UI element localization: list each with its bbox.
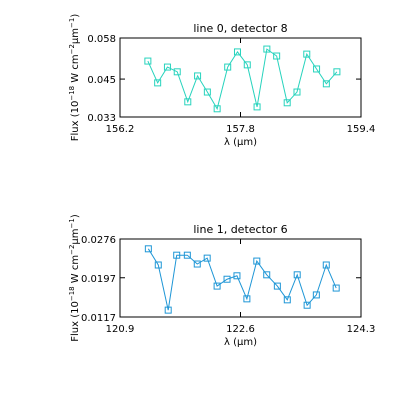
y-axis-label-part: −1	[68, 218, 76, 228]
y-tick-label: 0.033	[87, 113, 116, 124]
y-axis-label-part: Flux (10	[70, 301, 81, 342]
data-marker	[203, 254, 211, 262]
data-marker	[144, 57, 152, 65]
data-marker	[173, 251, 181, 259]
y-axis-label-part: )	[70, 14, 81, 18]
data-marker	[293, 88, 301, 96]
data-marker	[263, 271, 271, 279]
y-axis-label-part: W cm	[70, 54, 81, 85]
data-line	[147, 48, 338, 111]
data-marker	[213, 282, 221, 290]
y-axis-label: Flux (10−18 W cm−2μm−1)	[68, 14, 81, 142]
y-axis-label-part: −18	[68, 286, 76, 301]
data-marker	[312, 291, 320, 299]
y-axis-label-part: μm	[70, 28, 81, 44]
y-axis-label-part: W cm	[70, 255, 81, 286]
y-tick-label: 0.0117	[81, 313, 116, 324]
x-tick-label: 157.8	[226, 124, 255, 135]
data-marker	[193, 260, 201, 268]
data-marker	[154, 261, 162, 269]
data-marker	[213, 105, 221, 113]
data-marker	[194, 72, 202, 80]
y-tick-label: 0.0197	[81, 274, 116, 285]
data-marker	[243, 61, 251, 69]
y-axis-label: Flux (10−18 W cm−2μm−1)	[68, 214, 81, 342]
data-marker	[322, 80, 330, 88]
data-marker	[164, 306, 172, 314]
y-axis-label-part: −2	[68, 44, 76, 54]
data-marker	[263, 45, 271, 53]
data-marker	[273, 52, 281, 60]
y-axis-label-part: )	[70, 214, 81, 218]
y-axis-label-part: −2	[68, 245, 76, 255]
x-tick-label: 156.2	[106, 124, 135, 135]
y-tick-label: 0.058	[87, 34, 116, 45]
chart-title: line 0, detector 8	[193, 22, 287, 35]
data-marker	[243, 295, 251, 303]
x-axis-label: λ (μm)	[224, 337, 257, 348]
data-line	[147, 248, 337, 311]
data-marker	[332, 284, 340, 292]
data-marker	[283, 99, 291, 107]
y-tick-label: 0.045	[87, 75, 116, 86]
data-marker	[293, 271, 301, 279]
data-marker	[313, 65, 321, 73]
chart-title: line 1, detector 6	[193, 223, 287, 236]
data-marker	[233, 272, 241, 280]
plot-frame	[119, 238, 362, 318]
data-marker	[163, 63, 171, 71]
data-marker	[203, 88, 211, 96]
x-tick-label: 122.6	[226, 324, 255, 335]
data-marker	[303, 50, 311, 58]
y-tick-label: 0.0276	[81, 235, 116, 246]
data-marker	[303, 301, 311, 309]
data-marker	[253, 103, 261, 111]
y-axis-label-part: −18	[68, 86, 76, 101]
data-marker	[223, 275, 231, 283]
data-marker	[144, 245, 152, 253]
data-marker	[184, 98, 192, 106]
x-tick-label: 159.4	[347, 124, 376, 135]
y-axis-label-part: Flux (10	[70, 101, 81, 142]
data-marker	[224, 63, 232, 71]
x-tick-label: 120.9	[106, 324, 135, 335]
y-axis-label-part: −1	[68, 18, 76, 28]
y-axis-label-part: μm	[70, 228, 81, 244]
data-marker	[322, 261, 330, 269]
data-marker	[183, 251, 191, 259]
x-axis-label: λ (μm)	[224, 137, 257, 148]
data-marker	[253, 257, 261, 265]
data-marker	[233, 48, 241, 56]
x-tick-label: 124.3	[347, 324, 376, 335]
data-marker	[173, 68, 181, 76]
data-marker	[333, 68, 341, 76]
data-marker	[273, 282, 281, 290]
data-marker	[283, 296, 291, 304]
data-marker	[154, 79, 162, 87]
